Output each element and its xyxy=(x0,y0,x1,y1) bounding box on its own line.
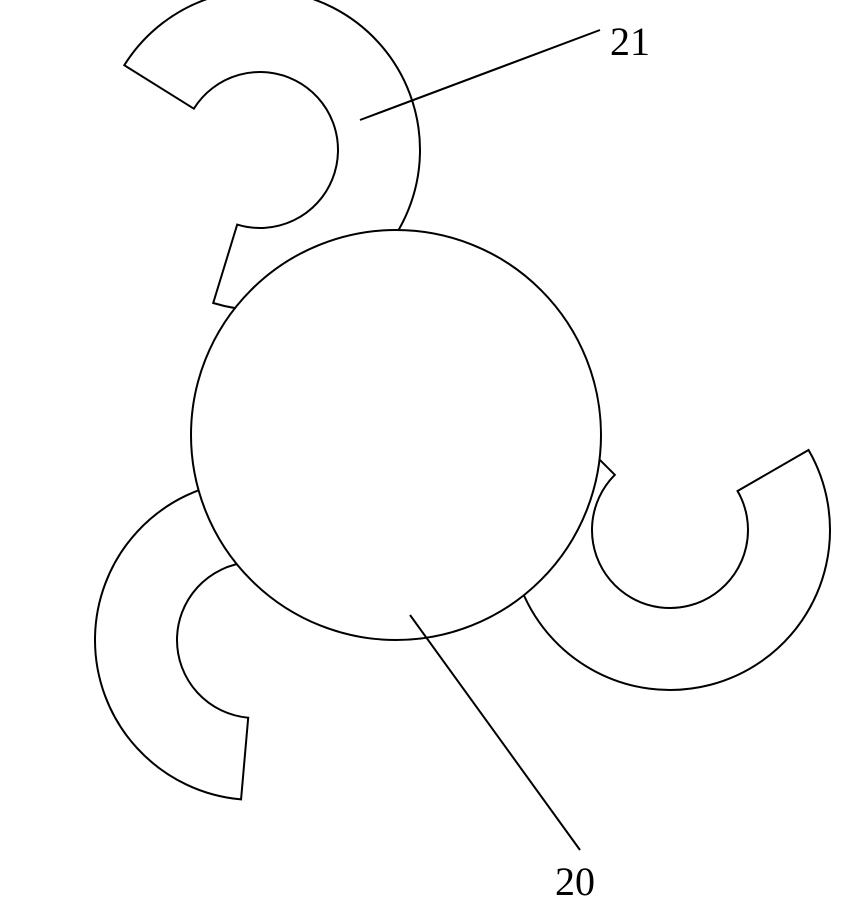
circle-leader xyxy=(410,615,580,850)
circle-label: 20 xyxy=(555,859,595,904)
hook-label: 21 xyxy=(610,19,650,64)
central-circle xyxy=(191,230,601,640)
